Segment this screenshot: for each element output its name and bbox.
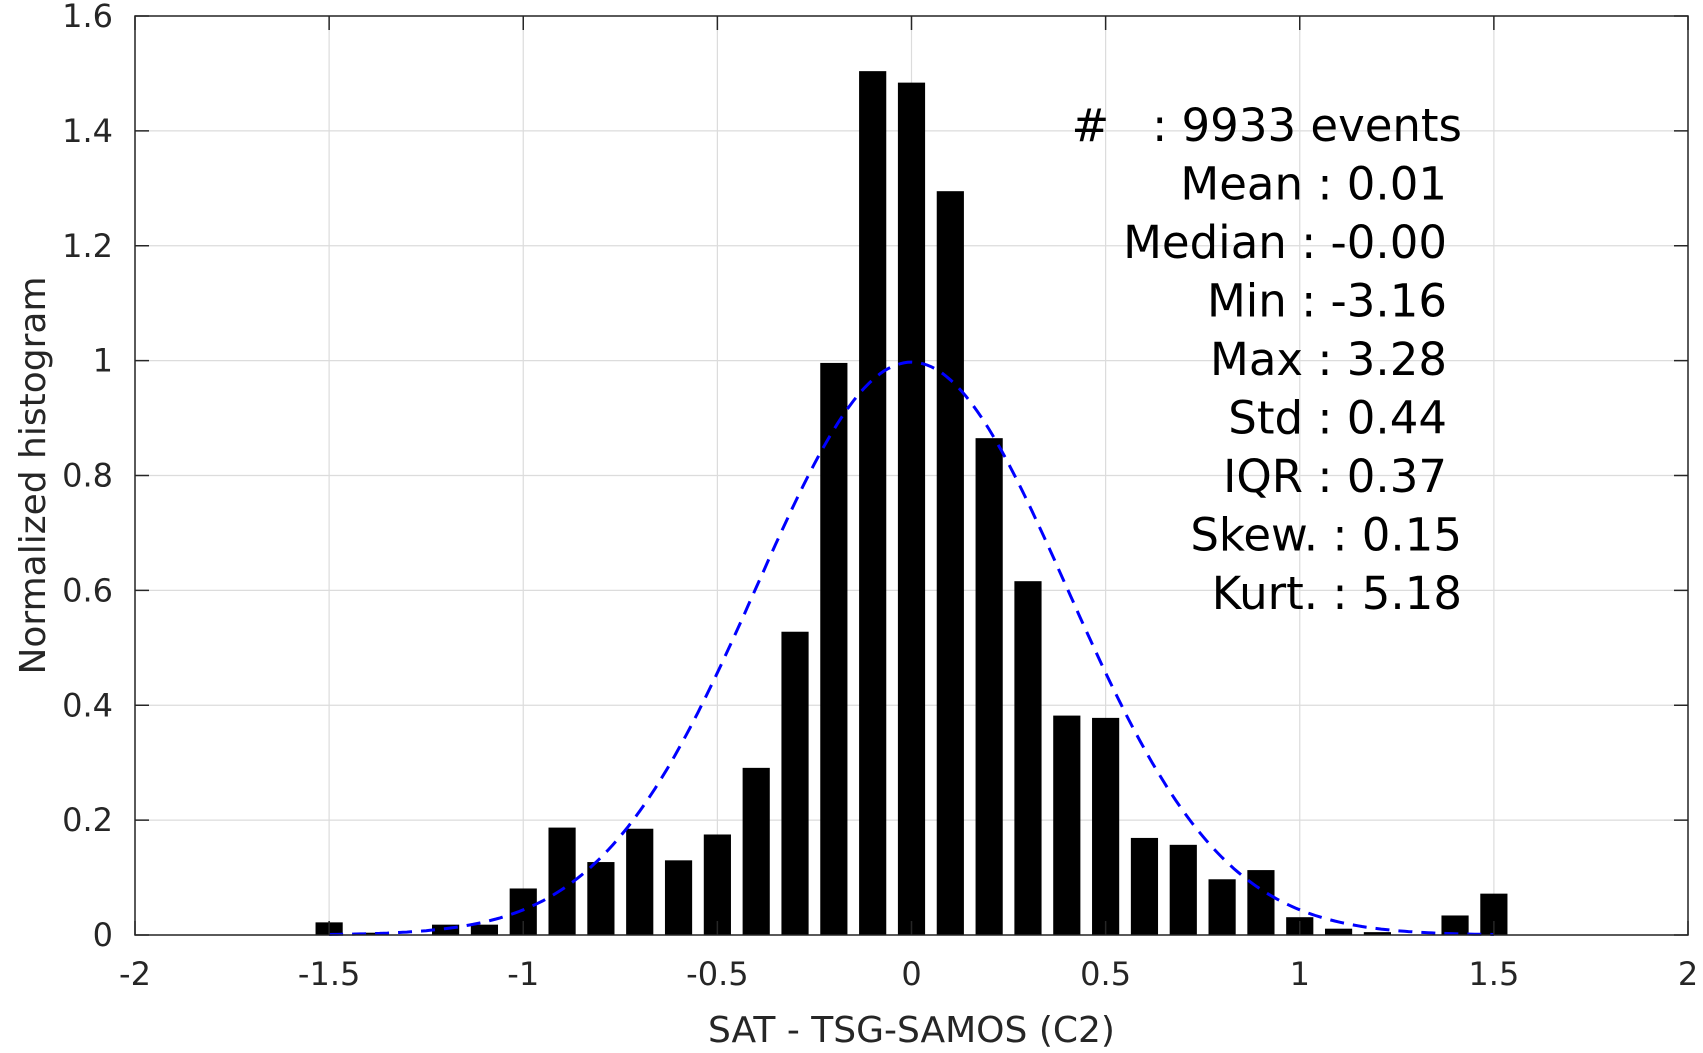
histogram-bar (781, 631, 809, 935)
histogram-bar (548, 827, 576, 935)
histogram-bar (664, 860, 693, 935)
histogram-bar (897, 82, 926, 935)
stat-skew: Skew. : 0.15 (1190, 509, 1462, 562)
statistics-annotation: # : 9933 events Mean : 0.01 Median : -0.… (1071, 99, 1462, 620)
x-tick-label: 1.5 (1468, 955, 1519, 993)
histogram-bar (1247, 870, 1275, 935)
y-tick-label: 1 (93, 342, 113, 380)
y-tick-label: 0.2 (62, 801, 113, 839)
x-tick-label: 2 (1678, 955, 1698, 993)
x-axis-label: SAT - TSG-SAMOS (C2) (708, 1010, 1115, 1051)
stat-min: Min : -3.16 (1207, 275, 1447, 328)
x-tick-label: 0.5 (1080, 955, 1131, 993)
histogram-bar (470, 924, 499, 935)
histogram-bar (1169, 844, 1197, 935)
normal-fit-curve (329, 360, 1494, 936)
x-tick-label: 1 (1290, 955, 1310, 993)
y-axis-label: Normalized histogram (13, 276, 54, 674)
x-tick-label: 0 (901, 955, 921, 993)
axis-ticks (134, 15, 1689, 936)
histogram-bar (1441, 915, 1469, 935)
y-tick-label: 1.4 (62, 112, 113, 150)
histogram-bar (820, 362, 848, 935)
y-axis-tick-labels: 0 0.2 0.4 0.6 0.8 1 1.2 1.4 1.6 (62, 0, 113, 954)
histogram-bar (936, 191, 964, 935)
histogram-bar (859, 71, 887, 935)
y-tick-label: 0.4 (62, 686, 113, 724)
stat-events: # : 9933 events (1071, 99, 1462, 152)
stat-max: Max : 3.28 (1210, 333, 1447, 386)
stat-median: Median : -0.00 (1123, 216, 1447, 269)
histogram-bar (1014, 581, 1042, 935)
y-tick-label: 0 (93, 916, 113, 954)
x-tick-label: -1 (507, 955, 539, 993)
y-tick-label: 1.2 (62, 227, 113, 265)
histogram-bars (315, 71, 1508, 935)
histogram-bar (975, 438, 1003, 935)
histogram-bar (742, 767, 770, 935)
x-tick-label: -0.5 (686, 955, 748, 993)
x-tick-label: -1.5 (298, 955, 360, 993)
histogram-bar (1130, 837, 1159, 935)
stat-mean: Mean : 0.01 (1180, 158, 1447, 211)
stat-std: Std : 0.44 (1228, 392, 1447, 445)
x-axis-tick-labels: -2 -1.5 -1 -0.5 0 0.5 1 1.5 2 (119, 955, 1698, 993)
y-tick-label: 0.8 (62, 457, 113, 495)
stat-iqr: IQR : 0.37 (1223, 450, 1447, 503)
histogram-bar (587, 862, 615, 935)
histogram-bar (1053, 715, 1081, 935)
y-tick-label: 0.6 (62, 571, 113, 609)
histogram-bar (626, 828, 654, 935)
y-tick-label: 1.6 (62, 0, 113, 35)
histogram-bar (1208, 879, 1236, 935)
histogram-bar (1324, 928, 1353, 935)
histogram-bar (1363, 932, 1391, 935)
histogram-bar (1092, 717, 1120, 935)
stat-kurt: Kurt. : 5.18 (1212, 567, 1462, 620)
x-tick-label: -2 (119, 955, 151, 993)
histogram-bar (354, 932, 382, 935)
histogram-bar (703, 834, 731, 935)
